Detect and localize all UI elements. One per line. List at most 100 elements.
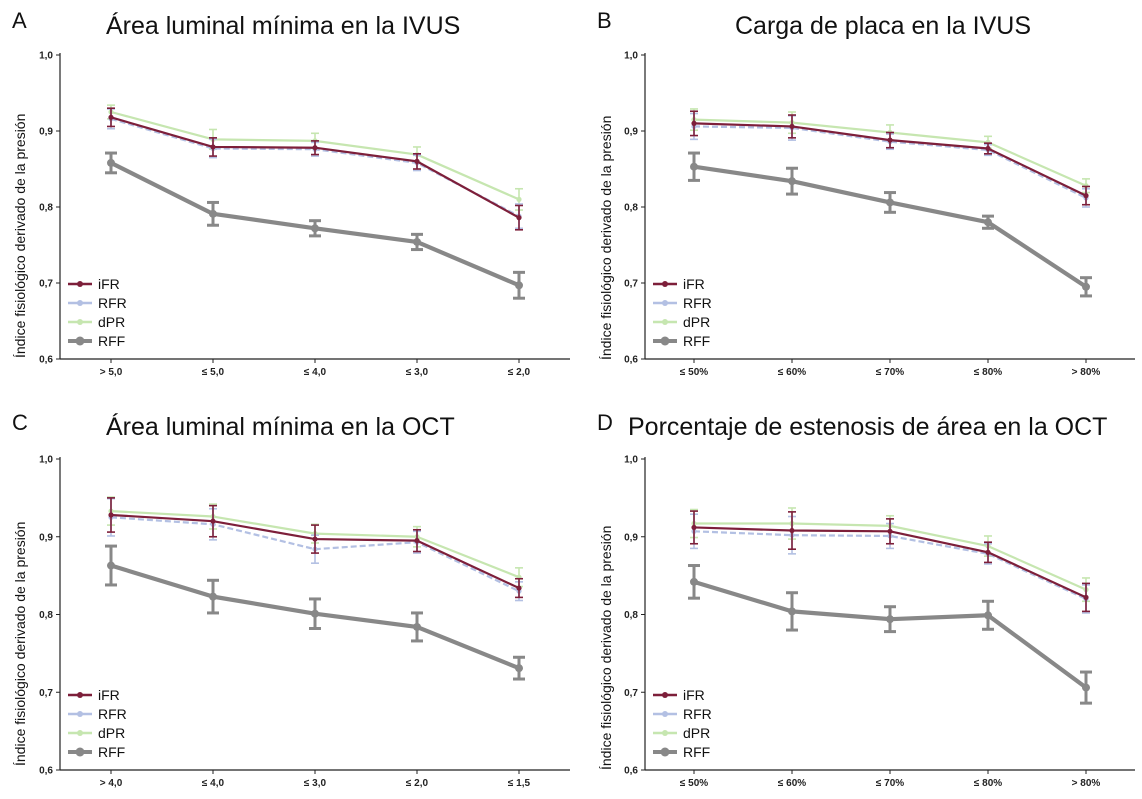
x-tick-label: ≤ 2,0 <box>406 778 429 789</box>
rfr-legend-marker <box>77 300 83 306</box>
x-tick-label: ≤ 5,0 <box>202 367 225 378</box>
ifr-legend-label: iFR <box>683 276 705 292</box>
ifr-point <box>789 527 795 534</box>
dpr-legend-marker <box>662 319 668 325</box>
rfr-series-line <box>693 125 1087 199</box>
x-tick-label: ≤ 50% <box>680 367 708 378</box>
panel-d-plot: 0,6 0,7 0,8 0,9 1,0 ≤ 50% ≤ 60% ≤ 70% ≤ 80% > 80%… <box>624 455 1135 789</box>
y-tick-label: 0,9 <box>39 532 53 543</box>
rff-point <box>515 281 523 290</box>
dpr-legend-label: dPR <box>98 725 125 741</box>
ifr-point <box>108 114 114 120</box>
dpr-legend-marker <box>77 319 83 325</box>
ifr-point <box>1083 193 1089 199</box>
ifr-series-line <box>110 116 520 219</box>
rff-series-line <box>693 579 1088 690</box>
y-tick-label: 0,6 <box>624 355 638 366</box>
rff-point <box>690 162 698 171</box>
ifr-legend-marker <box>662 281 668 287</box>
ifr-point <box>1083 594 1089 600</box>
panel-c-title: Área luminal mínima en la OCT <box>106 413 455 441</box>
x-tick-label: ≤ 2,0 <box>508 367 531 378</box>
y-tick-label: 1,0 <box>39 455 53 466</box>
rfr-legend-marker <box>662 300 668 306</box>
x-tick-label: > 80% <box>1072 778 1101 789</box>
rfr-legend-label: RFR <box>98 295 127 311</box>
x-tick-label: ≤ 3,0 <box>406 367 429 378</box>
rff-point <box>311 609 319 618</box>
rff-point <box>515 664 523 673</box>
y-tick-label: 0,7 <box>39 688 53 699</box>
ifr-point <box>887 137 893 143</box>
dpr-legend-label: dPR <box>683 314 710 330</box>
rff-point <box>984 218 992 227</box>
ifr-legend-marker <box>77 692 83 698</box>
rfr-legend-label: RFR <box>98 706 127 722</box>
y-tick-label: 1,0 <box>624 455 638 466</box>
panel-a-letter: A <box>12 8 27 33</box>
panel-b-plot: 0,6 0,7 0,8 0,9 1,0 ≤ 50% ≤ 60% ≤ 70% ≤ 80% > 80%… <box>624 51 1135 378</box>
rff-point <box>413 237 421 246</box>
rff-legend-marker <box>660 336 670 346</box>
rff-point <box>1082 282 1090 291</box>
panel-b-letter: B <box>597 8 612 33</box>
rff-point <box>788 607 796 616</box>
dpr-legend-label: dPR <box>98 314 125 330</box>
ifr-point <box>210 518 216 524</box>
ifr-point <box>312 145 318 151</box>
ifr-point <box>691 120 697 126</box>
x-tick-label: ≤ 80% <box>974 367 1002 378</box>
y-tick-label: 0,8 <box>39 203 53 214</box>
y-tick-label: 1,0 <box>39 51 53 62</box>
rfr-legend-marker <box>77 711 83 717</box>
rff-legend-label: RFF <box>98 333 125 349</box>
ifr-point <box>887 528 893 534</box>
rff-point <box>690 577 698 586</box>
ifr-point <box>516 215 522 221</box>
y-tick-label: 0,8 <box>39 610 53 621</box>
y-tick-label: 0,6 <box>39 355 53 366</box>
rff-legend-marker <box>75 336 85 346</box>
rff-point <box>209 592 217 601</box>
rff-legend-label: RFF <box>98 744 125 760</box>
x-tick-label: ≤ 1,5 <box>508 778 531 789</box>
ifr-point <box>789 123 795 130</box>
y-tick-label: 0,7 <box>39 279 53 290</box>
rff-point <box>107 158 115 167</box>
ifr-point <box>210 144 216 150</box>
ifr-point <box>985 145 991 152</box>
panel-b-title: Carga de placa en la IVUS <box>735 12 1032 40</box>
y-tick-label: 0,7 <box>624 688 638 699</box>
rfr-legend-label: RFR <box>683 295 712 311</box>
rff-point <box>788 177 796 186</box>
ifr-legend-marker <box>77 281 83 287</box>
ifr-legend-label: iFR <box>98 687 120 703</box>
rff-legend-marker <box>660 747 670 757</box>
rff-point <box>107 561 115 570</box>
rfr-series-line <box>693 530 1087 600</box>
y-tick-label: 0,9 <box>624 127 638 138</box>
dpr-legend-label: dPR <box>683 725 710 741</box>
y-tick-label: 1,0 <box>624 51 638 62</box>
y-tick-label: 0,8 <box>624 610 638 621</box>
ifr-legend-label: iFR <box>98 276 120 292</box>
rff-point <box>311 224 319 233</box>
y-tick-label: 0,6 <box>39 766 53 777</box>
rff-point <box>209 209 217 218</box>
x-tick-label: > 5,0 <box>100 367 123 378</box>
ifr-point <box>985 549 991 555</box>
y-tick-label: 0,9 <box>624 532 638 543</box>
ifr-point <box>691 524 697 531</box>
rfr-legend-marker <box>662 711 668 717</box>
ifr-point <box>108 512 114 518</box>
rff-point <box>1082 683 1090 692</box>
dpr-legend-marker <box>77 730 83 736</box>
dpr-point <box>516 196 522 202</box>
rff-point <box>886 198 894 207</box>
rff-point <box>413 622 421 631</box>
dpr-legend-marker <box>662 730 668 736</box>
x-tick-label: ≤ 4,0 <box>202 778 225 789</box>
panel-a-plot: 0,6 0,7 0,8 0,9 1,0 > 5,0 ≤ 5,0 ≤ 4,0 ≤ 3,0 ≤ 2,0… <box>39 51 570 378</box>
x-tick-label: ≤ 60% <box>778 778 806 789</box>
rff-point <box>984 611 992 620</box>
